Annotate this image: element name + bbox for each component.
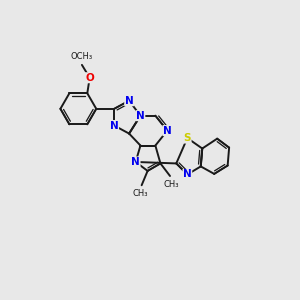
Text: N: N: [125, 96, 134, 106]
Text: N: N: [183, 169, 192, 179]
Text: O: O: [85, 73, 94, 83]
Text: OCH₃: OCH₃: [71, 52, 93, 61]
Text: CH₃: CH₃: [164, 180, 179, 189]
Text: N: N: [163, 126, 172, 136]
Text: S: S: [184, 133, 191, 143]
Text: N: N: [110, 121, 118, 130]
Text: CH₃: CH₃: [132, 189, 148, 198]
Text: N: N: [136, 111, 145, 121]
Text: N: N: [131, 157, 140, 167]
